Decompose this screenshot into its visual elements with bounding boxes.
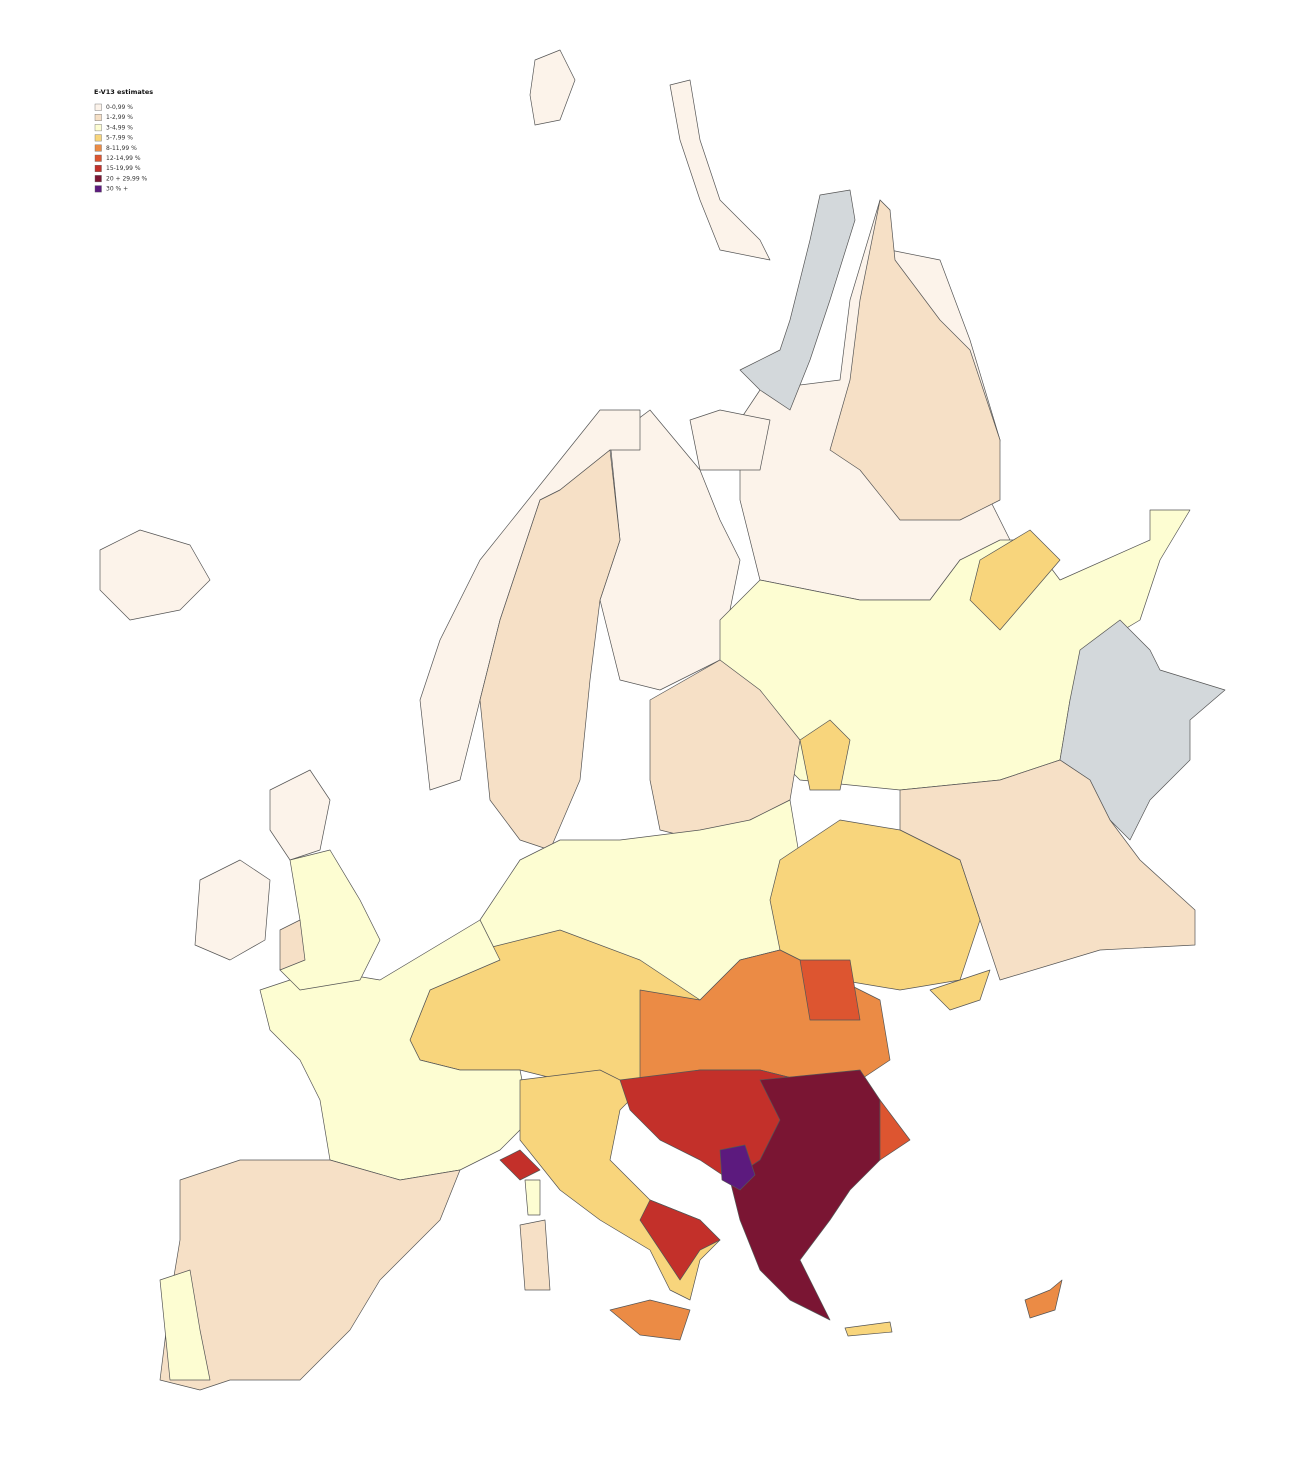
region bbox=[719, 1144, 756, 1191]
legend-label: 20 + 29,99 % bbox=[106, 175, 148, 182]
region bbox=[529, 49, 576, 126]
legend-label: 3-4,99 % bbox=[106, 124, 133, 131]
region bbox=[524, 1179, 541, 1216]
legend-label: 12-14,99 % bbox=[106, 155, 141, 162]
legend-swatch bbox=[94, 144, 102, 152]
legend-label: 5-7,99 % bbox=[106, 135, 133, 142]
region bbox=[799, 719, 851, 791]
legend-swatch bbox=[94, 113, 102, 121]
regions bbox=[99, 49, 1226, 1391]
region bbox=[829, 199, 1001, 521]
region bbox=[969, 529, 1061, 631]
region bbox=[1024, 1279, 1063, 1319]
legend-swatch bbox=[94, 124, 102, 132]
legend-swatch bbox=[94, 134, 102, 142]
region bbox=[879, 1099, 911, 1161]
region bbox=[799, 959, 861, 1021]
region bbox=[719, 509, 1191, 791]
legend-label: 30 % + bbox=[106, 186, 128, 193]
region bbox=[689, 409, 771, 471]
legend-label: 0-0,99 % bbox=[106, 104, 133, 111]
legend-swatch bbox=[94, 154, 102, 162]
region bbox=[519, 1219, 551, 1291]
legend: 0-0,99 % 1-2,99 % 3-4,99 % 5-7,99 % 8-11,99 … bbox=[94, 103, 148, 193]
legend-swatch bbox=[94, 164, 102, 172]
legend-swatch bbox=[94, 103, 102, 111]
region bbox=[99, 529, 211, 621]
region bbox=[669, 79, 771, 261]
legend-title: E-V13 estimates bbox=[94, 88, 153, 96]
region bbox=[269, 769, 331, 861]
legend-label: 15-19,99 % bbox=[106, 165, 141, 172]
no-data-region bbox=[739, 189, 856, 411]
region bbox=[499, 1149, 541, 1181]
region bbox=[929, 969, 991, 1011]
legend-label: 1-2,99 % bbox=[106, 114, 133, 121]
region bbox=[194, 859, 271, 961]
region bbox=[279, 849, 381, 991]
region bbox=[279, 919, 306, 971]
region bbox=[844, 1321, 893, 1337]
legend-swatch bbox=[94, 185, 102, 193]
region bbox=[639, 1199, 721, 1281]
region bbox=[479, 449, 621, 851]
legend-swatch bbox=[94, 175, 102, 183]
legend-label: 8-11,99 % bbox=[106, 145, 137, 152]
region bbox=[609, 1299, 691, 1341]
region bbox=[159, 1269, 211, 1381]
